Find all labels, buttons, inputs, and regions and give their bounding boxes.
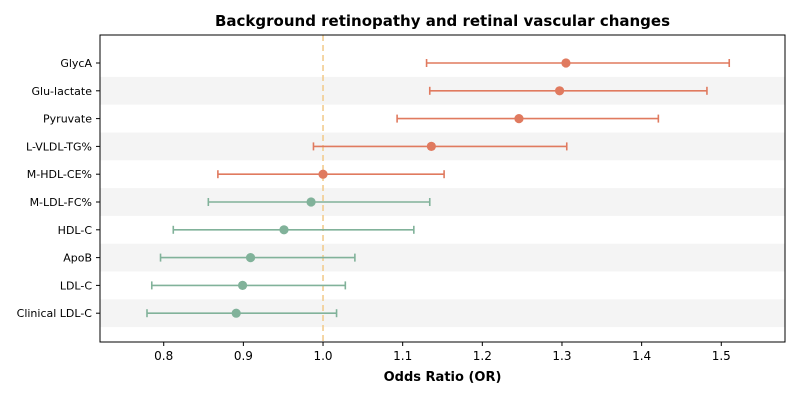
category-label: L-VLDL-TG% bbox=[26, 140, 92, 153]
x-tick-label: 0.8 bbox=[154, 349, 173, 363]
category-label: M-HDL-CE% bbox=[27, 168, 92, 181]
or-point bbox=[306, 197, 316, 207]
chart-title: Background retinopathy and retinal vascu… bbox=[215, 12, 670, 30]
or-point bbox=[318, 169, 328, 179]
or-point bbox=[237, 280, 248, 290]
x-tick-label: 1.4 bbox=[632, 349, 651, 363]
row-band bbox=[100, 188, 785, 216]
or-point bbox=[514, 114, 524, 124]
category-label: LDL-C bbox=[60, 279, 93, 292]
or-point bbox=[245, 253, 256, 263]
or-point bbox=[426, 141, 436, 151]
x-tick-label: 1.1 bbox=[393, 349, 412, 363]
or-point bbox=[561, 58, 571, 68]
category-label: Glu-lactate bbox=[32, 85, 93, 98]
x-axis-label: Odds Ratio (OR) bbox=[384, 370, 502, 385]
category-label: ApoB bbox=[63, 252, 92, 265]
or-point bbox=[279, 225, 289, 235]
or-point bbox=[231, 308, 241, 318]
x-tick-label: 1.2 bbox=[473, 349, 492, 363]
category-label: M-LDL-FC% bbox=[30, 196, 92, 209]
category-label: Pyruvate bbox=[43, 113, 92, 126]
x-tick-label: 1.0 bbox=[313, 349, 332, 363]
or-point bbox=[554, 86, 565, 96]
x-tick-label: 1.5 bbox=[712, 349, 731, 363]
category-label: HDL-C bbox=[58, 224, 93, 237]
x-tick-label: 0.9 bbox=[234, 349, 253, 363]
plot-frame bbox=[99, 34, 786, 343]
x-tick-label: 1.3 bbox=[552, 349, 571, 363]
category-label: Clinical LDL-C bbox=[17, 307, 93, 320]
category-label: GlycA bbox=[60, 57, 92, 70]
